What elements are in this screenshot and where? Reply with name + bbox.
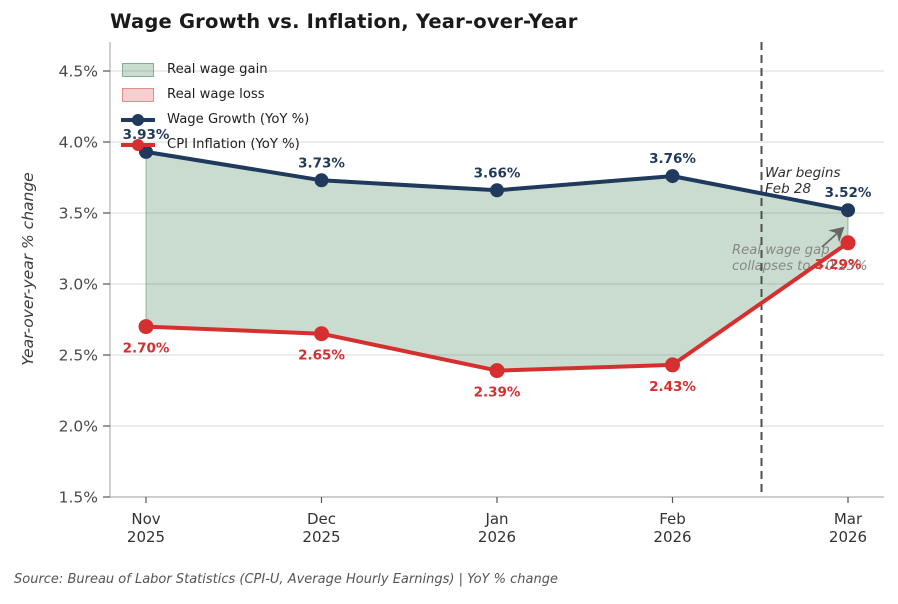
war-annotation: War begins [765, 165, 841, 181]
legend-item-gain: Real wage gain [121, 57, 309, 82]
war-annotation: Feb 28 [765, 181, 811, 197]
x-tick-label-month: Dec [307, 510, 336, 528]
gap-annotation: collapses to +0.23% [732, 259, 868, 274]
legend-label: Wage Growth (YoY %) [167, 111, 310, 127]
legend: Real wage gain Real wage loss Wage Growt… [121, 57, 309, 157]
gap-annotation-arrow [821, 226, 845, 248]
cpi-value-label: 2.39% [474, 385, 521, 401]
wage-growth-point [314, 173, 329, 188]
y-tick-label: 4.5% [59, 63, 98, 81]
y-tick-label: 2.5% [59, 347, 98, 365]
y-tick-label: 3.5% [59, 205, 98, 223]
chart-title: Wage Growth vs. Inflation, Year-over-Yea… [110, 10, 578, 33]
wage-value-label: 3.66% [474, 165, 521, 181]
wage-growth-point [665, 169, 680, 184]
x-tick-label-year: 2025 [127, 528, 165, 546]
x-tick-label-year: 2026 [653, 528, 691, 546]
cpi-value-label: 3.29% [815, 257, 862, 273]
wage-value-label: 3.76% [649, 151, 696, 167]
cpi-value-label: 2.43% [649, 379, 696, 395]
cpi-value-label: 2.70% [123, 341, 170, 357]
legend-label: CPI Inflation (YoY %) [167, 136, 300, 152]
cpi-inflation-point [665, 357, 680, 373]
y-axis-label: Year-over-year % change [19, 172, 37, 365]
y-tick-label: 1.5% [59, 489, 98, 507]
cpi-inflation-point [314, 326, 329, 342]
y-tick-label: 3.0% [59, 276, 98, 294]
x-tick-label-month: Nov [131, 510, 160, 528]
x-tick-label-year: 2026 [829, 528, 867, 546]
source-note: Source: Bureau of Labor Statistics (CPI-… [14, 572, 558, 587]
wage-value-label: 3.73% [298, 155, 345, 171]
legend-label: Real wage loss [167, 86, 265, 102]
x-tick-label-month: Feb [659, 510, 686, 528]
cpi-inflation-point [138, 319, 154, 335]
legend-item-cpi: CPI Inflation (YoY %) [121, 132, 309, 157]
cpi-line-swatch-icon [121, 138, 155, 152]
wage-value-label: 3.52% [825, 185, 872, 201]
cpi-inflation-point [840, 235, 856, 251]
legend-label: Real wage gain [167, 61, 268, 77]
wage-growth-point [490, 183, 504, 198]
wage-growth-point [841, 203, 855, 218]
cpi-inflation-point [489, 363, 505, 379]
loss-swatch-icon [121, 87, 155, 102]
legend-item-loss: Real wage loss [121, 82, 309, 107]
x-tick-label-month: Jan [484, 510, 508, 528]
y-tick-label: 2.0% [59, 418, 98, 436]
gap-annotation: Real wage gap [732, 243, 830, 258]
x-tick-label-month: Mar [834, 510, 863, 528]
cpi-value-label: 2.65% [298, 348, 345, 364]
x-tick-label-year: 2025 [302, 528, 340, 546]
y-tick-label: 4.0% [59, 134, 98, 152]
gain-swatch-icon [121, 62, 155, 77]
wage-line-swatch-icon [121, 113, 155, 127]
legend-item-wage: Wage Growth (YoY %) [121, 107, 309, 132]
x-tick-label-year: 2026 [478, 528, 516, 546]
